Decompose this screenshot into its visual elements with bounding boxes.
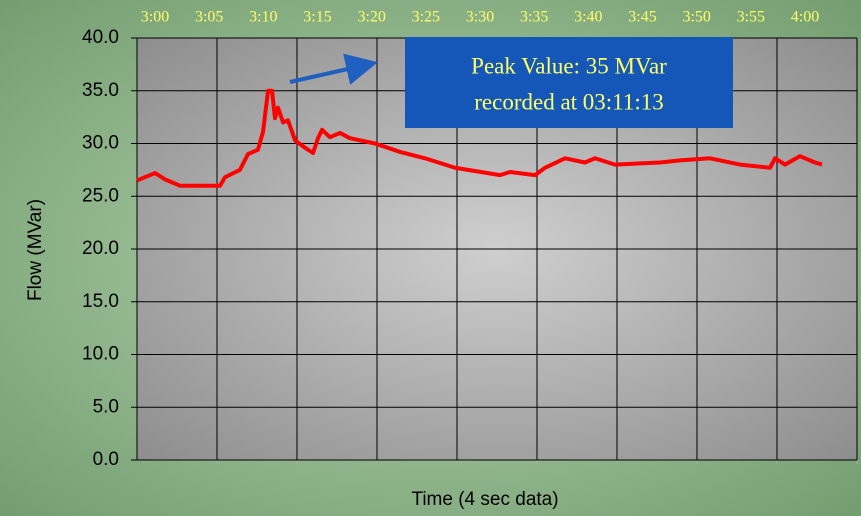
y-tick-label: 20.0 xyxy=(82,238,119,259)
annotation-text: Peak Value: 35 MVar xyxy=(471,53,667,78)
x-tick-label: 4:00 xyxy=(791,9,819,26)
y-tick-label: 25.0 xyxy=(82,185,119,206)
x-tick-label: 3:05 xyxy=(195,9,223,26)
y-tick-label: 35.0 xyxy=(82,80,119,101)
y-tick-label: 40.0 xyxy=(82,27,119,48)
annotation-box xyxy=(405,37,733,128)
x-tick-label: 3:55 xyxy=(737,9,765,26)
x-tick-label: 3:15 xyxy=(303,9,331,26)
y-tick-label: 15.0 xyxy=(82,291,119,312)
x-axis-label: Time (4 sec data) xyxy=(411,489,558,510)
y-tick-label: 0.0 xyxy=(93,449,119,470)
y-axis-label: Flow (MVar) xyxy=(25,199,46,301)
x-tick-label: 3:35 xyxy=(520,9,548,26)
x-tick-label: 3:30 xyxy=(466,9,494,26)
x-tick-label: 3:45 xyxy=(628,9,656,26)
annotation-arrow xyxy=(289,53,378,85)
x-tick-label: 3:40 xyxy=(574,9,602,26)
x-tick-label: 3:25 xyxy=(412,9,440,26)
x-tick-label: 3:00 xyxy=(141,9,169,26)
x-tick-label: 3:10 xyxy=(249,9,277,26)
x-tick-label: 3:20 xyxy=(357,9,385,26)
y-tick-label: 10.0 xyxy=(82,344,119,365)
y-tick-label: 5.0 xyxy=(93,396,119,417)
data-line xyxy=(136,88,823,188)
annotation-text: recorded at 03:11:13 xyxy=(474,89,663,114)
y-tick-label: 30.0 xyxy=(82,133,119,154)
x-tick-label: 3:50 xyxy=(682,9,710,26)
